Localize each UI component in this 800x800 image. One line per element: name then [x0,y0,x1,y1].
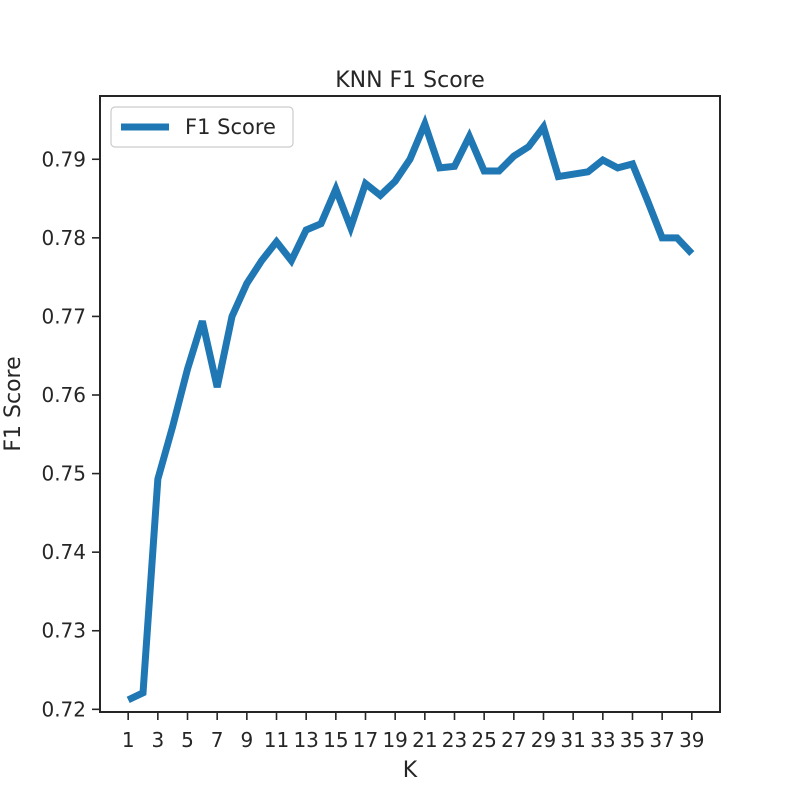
x-tick-label: 35 [620,728,645,752]
y-tick-label: 0.77 [41,304,86,328]
x-tick-label: 39 [679,728,704,752]
x-tick-label: 25 [471,728,496,752]
y-axis-label: F1 Score [1,356,26,451]
series-line-f1-score [126,114,695,704]
x-tick-label: 23 [442,728,467,752]
x-tick-label: 19 [382,728,407,752]
legend-box [110,106,294,148]
x-tick-label: 15 [323,728,348,752]
x-axis-label: K [403,758,418,783]
x-tick-label: 7 [211,728,224,752]
x-tick-label: 13 [293,728,318,752]
x-tick-label: 11 [264,728,289,752]
legend: F1 Score [110,106,294,148]
x-tick-label: 21 [412,728,437,752]
y-tick-label: 0.73 [41,619,86,643]
y-tick-label: 0.72 [41,697,86,721]
plot-frame [99,95,721,713]
x-tick-label: 33 [590,728,615,752]
y-tick-label: 0.75 [41,462,86,486]
x-tick-label: 5 [181,728,194,752]
x-tick-label: 9 [240,728,253,752]
x-tick-label: 17 [353,728,378,752]
x-tick-label: 27 [501,728,526,752]
x-tick-label: 3 [151,728,164,752]
y-tick-label: 0.74 [41,540,86,564]
y-tick-label: 0.76 [41,383,86,407]
y-tick-label: 0.79 [41,147,86,171]
x-tick-label: 1 [122,728,135,752]
chart-title: KNN F1 Score [335,68,485,93]
x-tick-label: 29 [531,728,556,752]
x-tick-label: 37 [649,728,674,752]
x-tick-label: 31 [560,728,585,752]
y-tick-label: 0.78 [41,226,86,250]
legend-label-f1-score: F1 Score [185,115,276,139]
